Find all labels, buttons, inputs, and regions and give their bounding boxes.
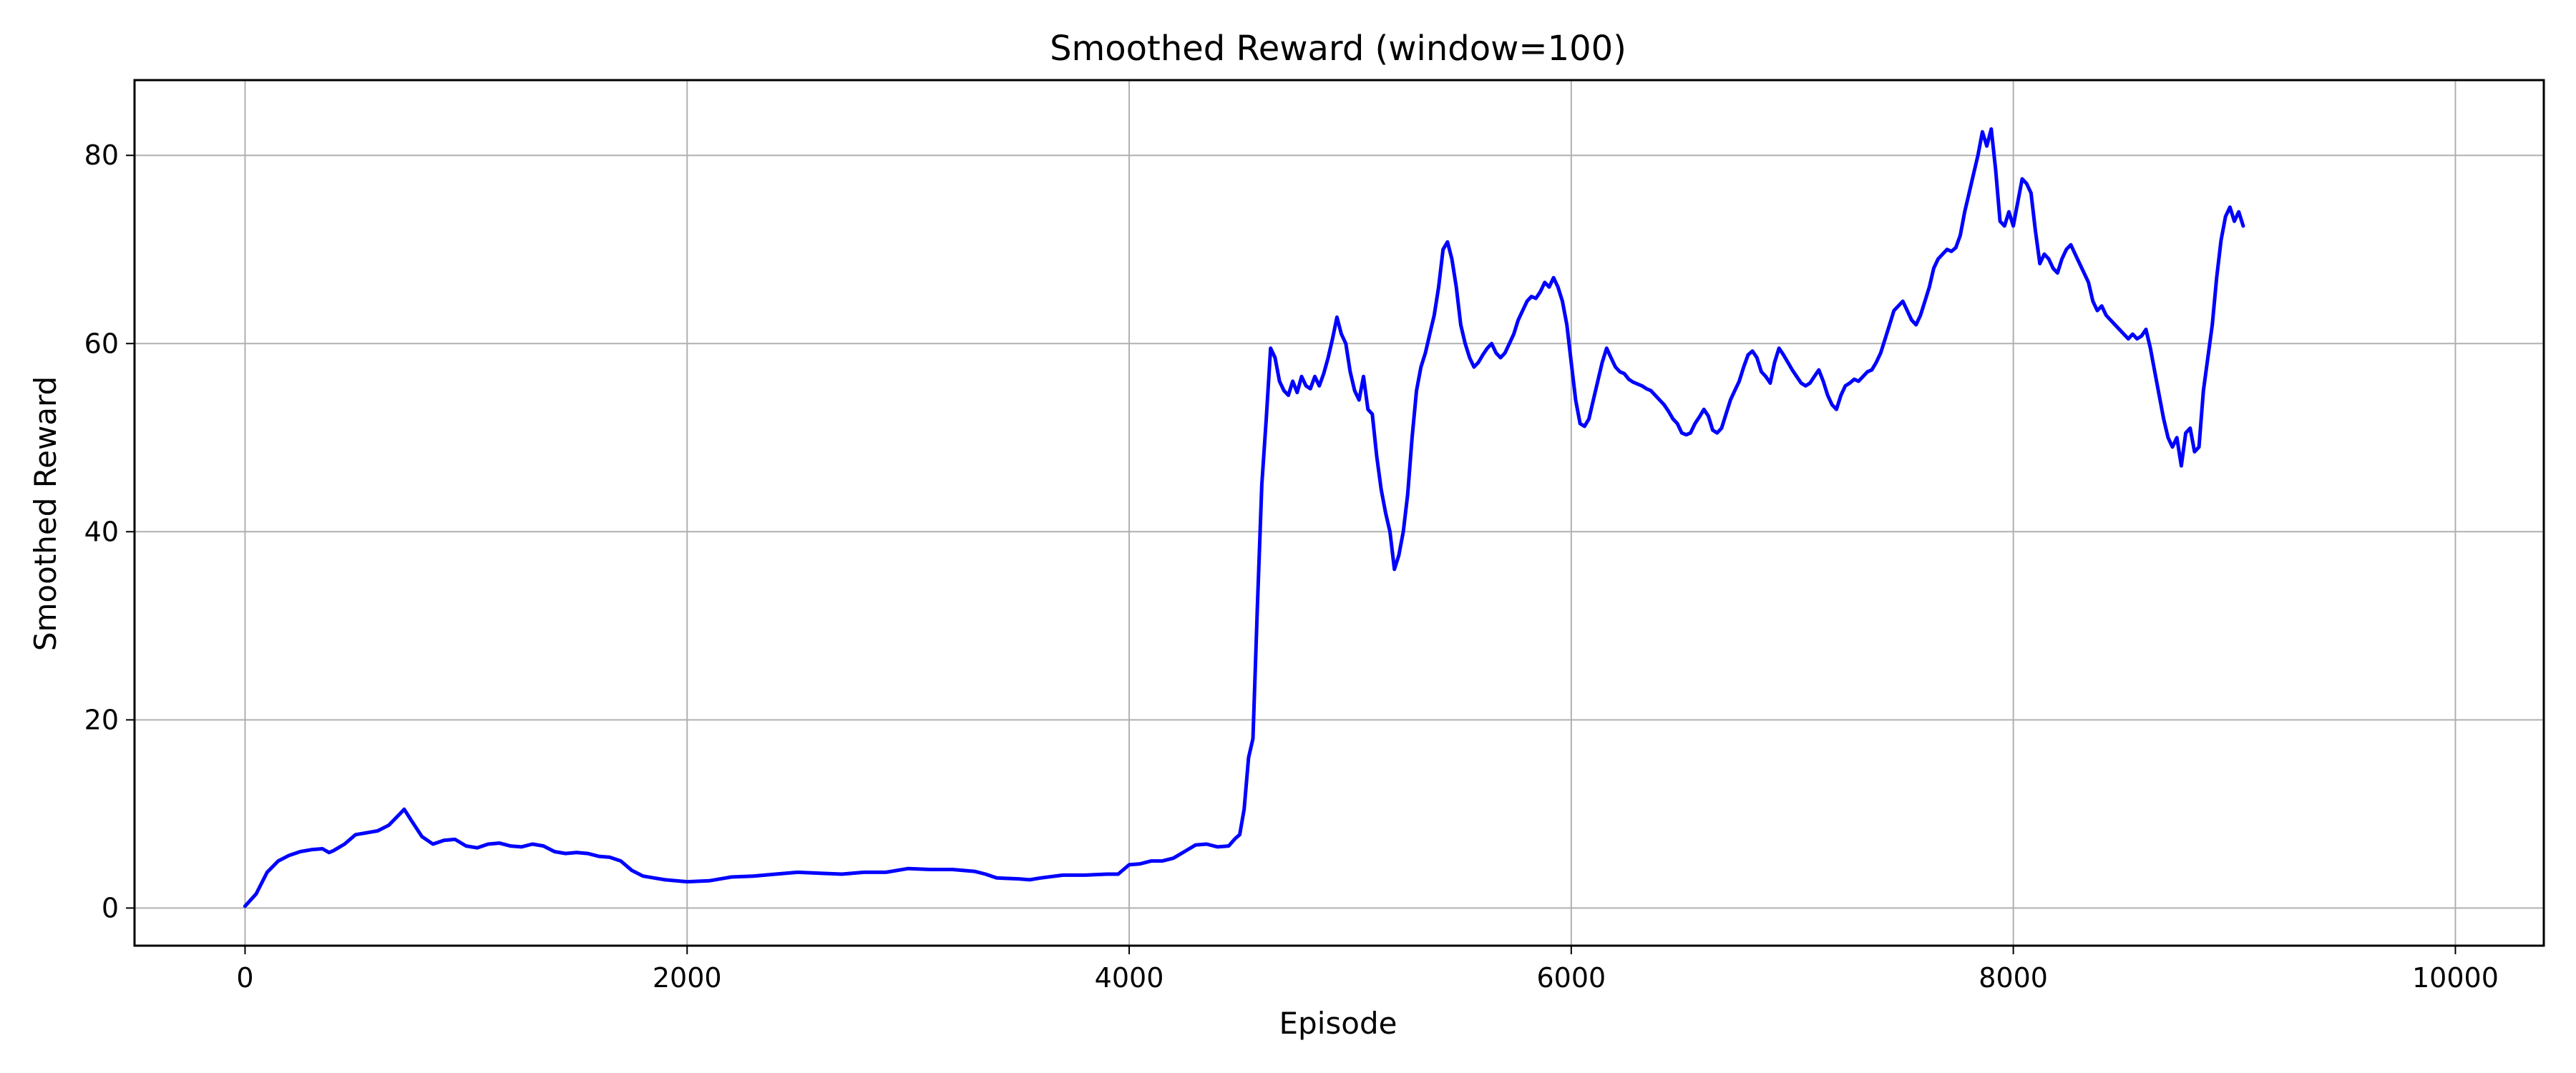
y-tick-label: 40 [84,516,119,547]
y-tick-label: 80 [84,139,119,171]
y-tick-label: 60 [84,328,119,359]
y-tick-label: 20 [84,704,119,735]
x-tick-label: 10000 [2412,962,2499,994]
x-tick-label: 0 [236,962,253,994]
plot-frame [133,79,2545,947]
grid [135,80,2544,946]
x-tick-label: 6000 [1536,962,1606,994]
axis-ticks: 0 2000 4000 6000 8000 10000 0 20 40 60 80 [84,139,2499,994]
y-axis-label: Smoothed Reward [28,376,63,651]
y-tick-label: 0 [102,892,119,923]
reward-series-line [243,127,2245,908]
plot-area [243,127,2245,908]
chart-title: Smoothed Reward (window=100) [1050,29,1626,69]
x-tick-label: 4000 [1095,962,1164,994]
x-tick-label: 8000 [1979,962,2048,994]
x-axis-label: Episode [1279,1006,1397,1041]
x-tick-label: 2000 [653,962,722,994]
